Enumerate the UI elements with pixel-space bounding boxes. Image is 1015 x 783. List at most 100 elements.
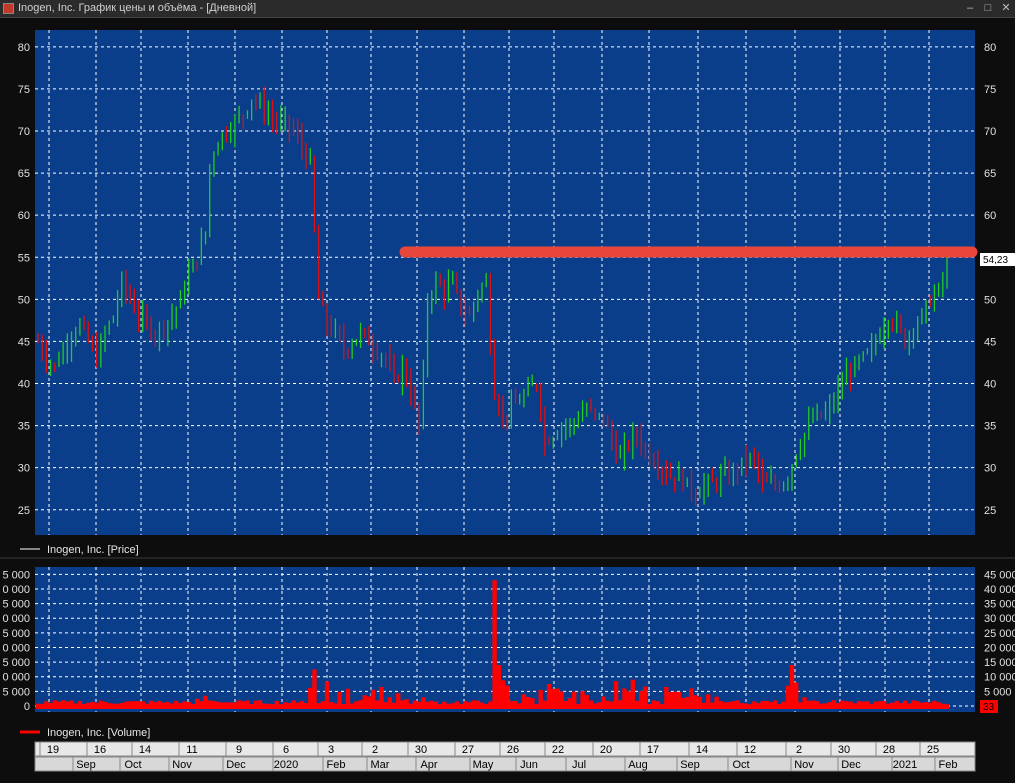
volume-bar xyxy=(148,700,154,709)
maximize-button[interactable]: □ xyxy=(984,2,992,14)
volume-tick-left: 0 000 xyxy=(2,642,30,654)
volume-bar xyxy=(257,700,263,709)
volume-bar xyxy=(81,704,87,709)
volume-tick-left: 0 xyxy=(24,701,30,713)
window-title: Inogen, Inc. График цены и объёма - [Дне… xyxy=(18,2,257,14)
x-tick-top: 12 xyxy=(744,744,756,756)
volume-bar xyxy=(936,702,941,709)
current-price-box xyxy=(980,253,1015,266)
x-axis-strip-bottom xyxy=(34,756,976,772)
volume-bar xyxy=(915,701,920,709)
volume-bar xyxy=(404,699,409,709)
price-tick-left: 70 xyxy=(18,126,30,138)
price-tick-right: 45 xyxy=(984,336,996,348)
volume-tick-left: 0 000 xyxy=(2,613,30,625)
x-tick-top: 30 xyxy=(415,744,427,756)
x-tick-top: 11 xyxy=(186,744,197,756)
volume-bar xyxy=(500,680,506,709)
volume-bar xyxy=(270,704,275,709)
volume-tick-left: 5 000 xyxy=(2,657,30,669)
volume-bar xyxy=(77,701,83,709)
volume-bar xyxy=(253,700,259,709)
price-plot-area[interactable] xyxy=(35,30,975,535)
volume-bar xyxy=(203,695,208,709)
volume-tick-right: 30 000 xyxy=(984,613,1015,625)
volume-bar xyxy=(387,697,393,709)
volume-bar xyxy=(312,669,317,709)
x-tick-top: 3 xyxy=(328,744,334,756)
volume-bar xyxy=(215,701,221,709)
volume-legend-label: Inogen, Inc. [Volume] xyxy=(47,727,150,739)
volume-tick-right: 15 000 xyxy=(984,657,1015,669)
volume-bar xyxy=(747,704,753,709)
volume-bar xyxy=(814,701,820,709)
volume-bar xyxy=(932,700,937,709)
volume-tick-left: 0 000 xyxy=(2,672,30,684)
x-tick-top: 14 xyxy=(139,744,151,756)
volume-bar xyxy=(911,700,916,709)
x-tick-bottom: Oct xyxy=(124,759,141,771)
price-tick-right: 60 xyxy=(984,210,996,222)
x-tick-bottom: 2020 xyxy=(274,759,298,771)
volume-bar xyxy=(241,701,246,709)
x-axis-strip-top xyxy=(34,741,976,757)
price-tick-left: 75 xyxy=(18,84,30,96)
minimize-button[interactable]: – xyxy=(966,2,974,14)
volume-bar xyxy=(869,703,874,709)
volume-bar xyxy=(861,701,866,709)
volume-bar xyxy=(144,703,150,709)
volume-bar xyxy=(768,701,774,709)
price-tick-left: 80 xyxy=(18,42,30,54)
volume-bar xyxy=(278,704,284,709)
price-legend-label: Inogen, Inc. [Price] xyxy=(47,544,139,556)
volume-bar xyxy=(282,702,288,709)
volume-bar xyxy=(693,695,698,709)
volume-bar xyxy=(521,694,527,709)
volume-bar xyxy=(358,700,363,709)
volume-bar xyxy=(39,703,45,709)
x-tick-bottom: Jul xyxy=(572,759,586,771)
volume-bar xyxy=(140,701,145,709)
x-tick-top: 2 xyxy=(372,744,378,756)
close-button[interactable]: ✕ xyxy=(1001,2,1011,14)
volume-bar xyxy=(345,688,351,709)
volume-bar xyxy=(685,696,690,709)
volume-tick-left: 5 000 xyxy=(2,686,30,698)
volume-bar xyxy=(337,691,342,709)
volume-bar xyxy=(513,701,518,709)
volume-bar xyxy=(454,701,460,709)
volume-bar xyxy=(132,701,137,709)
window-titlebar[interactable]: Inogen, Inc. График цены и объёма - [Дне… xyxy=(0,0,1015,18)
volume-bar xyxy=(341,704,346,709)
volume-bar xyxy=(886,703,891,709)
volume-bar xyxy=(232,702,238,709)
x-tick-top: 22 xyxy=(552,744,564,756)
volume-bar xyxy=(672,691,677,709)
price-tick-right: 40 xyxy=(984,379,996,391)
volume-bar xyxy=(224,702,229,709)
volume-bar xyxy=(446,703,451,709)
volume-bar xyxy=(865,701,870,709)
volume-bar xyxy=(349,703,355,709)
current-volume-label: 33 xyxy=(983,702,995,713)
volume-bar xyxy=(324,681,330,709)
volume-bar xyxy=(266,703,271,709)
volume-bar xyxy=(881,701,887,709)
volume-bar xyxy=(710,702,715,709)
volume-tick-right: 20 000 xyxy=(984,642,1015,654)
volume-bar xyxy=(182,701,187,709)
volume-bar xyxy=(622,688,627,709)
current-volume-box xyxy=(980,700,998,713)
volume-bar xyxy=(877,701,883,709)
volume-bar xyxy=(546,684,552,709)
x-tick-bottom: Feb xyxy=(939,759,958,771)
volume-bar xyxy=(722,702,728,709)
price-tick-right: 30 xyxy=(984,463,996,475)
volume-bar xyxy=(902,700,908,709)
volume-bar xyxy=(538,689,543,709)
x-tick-top: 17 xyxy=(647,744,659,756)
volume-bar xyxy=(492,580,497,709)
volume-bar xyxy=(907,703,912,709)
x-tick-top: 25 xyxy=(927,744,939,756)
